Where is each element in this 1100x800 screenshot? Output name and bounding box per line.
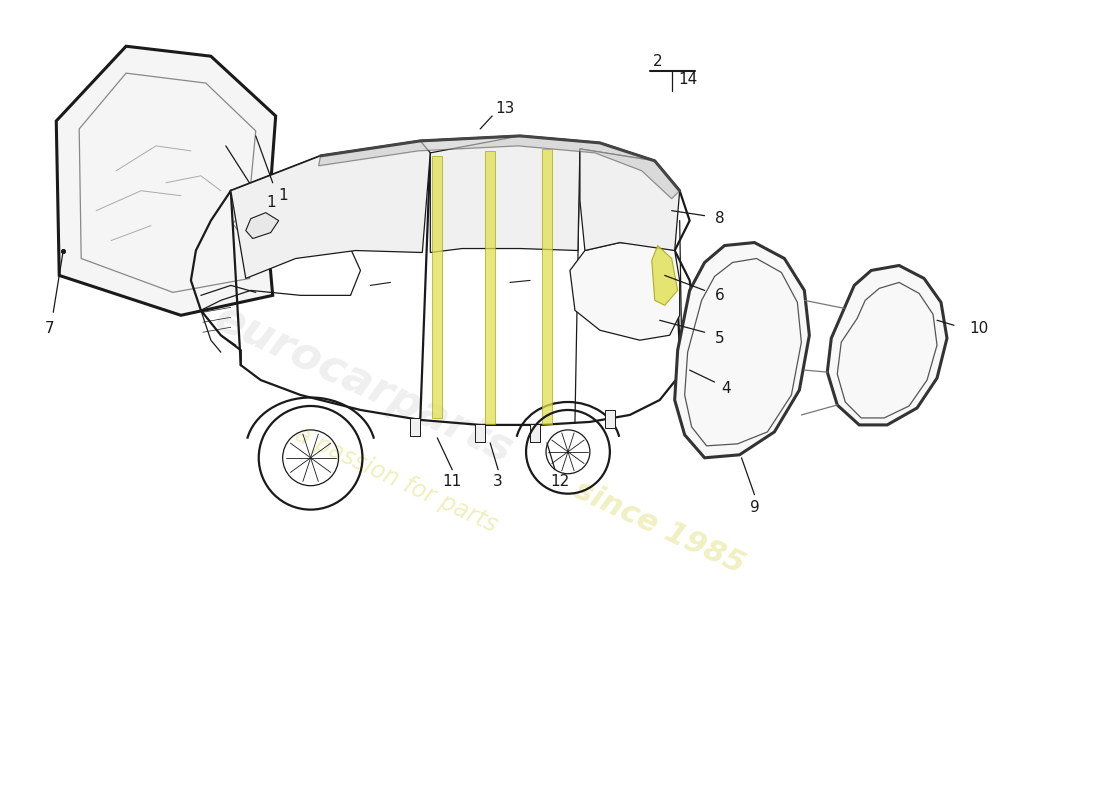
Polygon shape <box>827 266 947 425</box>
Text: 12: 12 <box>550 474 570 490</box>
Text: eurocarparts: eurocarparts <box>208 296 519 472</box>
Polygon shape <box>570 242 680 340</box>
Polygon shape <box>475 424 485 442</box>
Polygon shape <box>231 141 430 278</box>
Text: 6: 6 <box>715 288 724 303</box>
Text: 9: 9 <box>749 500 759 515</box>
Polygon shape <box>432 156 442 418</box>
Polygon shape <box>580 149 680 250</box>
Text: 1: 1 <box>266 195 275 210</box>
Text: 13: 13 <box>495 101 515 115</box>
Text: 3: 3 <box>493 474 503 490</box>
Polygon shape <box>605 410 615 428</box>
Text: 10: 10 <box>969 321 988 336</box>
Text: 11: 11 <box>442 474 462 490</box>
Text: a passion for parts: a passion for parts <box>292 422 502 537</box>
Text: 14: 14 <box>678 72 697 86</box>
Text: 4: 4 <box>722 381 732 395</box>
Polygon shape <box>245 213 278 238</box>
Polygon shape <box>485 151 495 424</box>
Polygon shape <box>651 246 678 306</box>
Text: 7: 7 <box>44 321 54 336</box>
Text: since 1985: since 1985 <box>570 475 749 580</box>
Text: 2: 2 <box>653 54 662 69</box>
Polygon shape <box>319 136 680 198</box>
Polygon shape <box>56 46 276 315</box>
Text: 1: 1 <box>278 188 287 203</box>
Polygon shape <box>410 418 420 436</box>
Polygon shape <box>542 149 552 424</box>
Polygon shape <box>430 136 654 253</box>
Polygon shape <box>674 242 810 458</box>
Text: 5: 5 <box>715 330 724 346</box>
Text: 8: 8 <box>715 211 724 226</box>
Polygon shape <box>530 424 540 442</box>
